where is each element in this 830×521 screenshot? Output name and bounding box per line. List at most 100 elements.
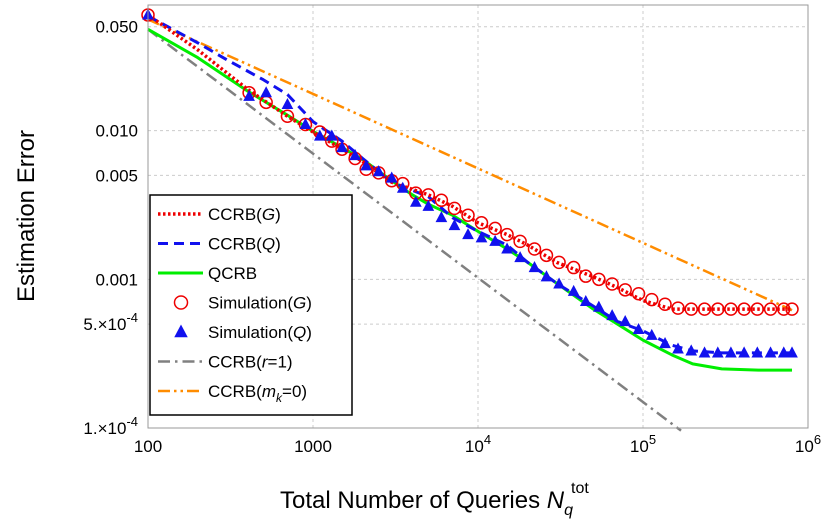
y-tick-label: 1.×10-4 xyxy=(83,414,138,438)
legend-label-main: CCRB( xyxy=(208,235,262,254)
data-point xyxy=(579,269,593,283)
data-point xyxy=(698,346,711,358)
data-point xyxy=(658,297,672,311)
data-point xyxy=(500,227,514,242)
data-point xyxy=(711,346,724,358)
x-tick-base: 10 xyxy=(465,437,484,456)
y-tick-label: 0.010 xyxy=(95,122,138,141)
data-point xyxy=(605,277,619,291)
data-point xyxy=(243,89,255,101)
legend-item: Simulation(Q) xyxy=(174,323,312,342)
data-point xyxy=(260,86,272,98)
y-axis-label: Estimation Error xyxy=(13,130,40,302)
legend-label: CCRB(Q) xyxy=(208,235,281,254)
legend-label-main: Simulation( xyxy=(208,294,293,313)
legend-swatch xyxy=(174,324,188,338)
legend-items: CCRB(G)CCRB(Q)QCRBSimulation(G)Simulatio… xyxy=(158,205,312,405)
x-tick-exp: 6 xyxy=(814,432,821,447)
data-point xyxy=(313,129,326,141)
legend-box xyxy=(149,194,353,416)
x-tick-label: 105 xyxy=(630,432,656,456)
data-point xyxy=(409,195,422,207)
y-tick-label: 0.005 xyxy=(95,166,138,185)
data-point xyxy=(764,346,777,358)
data-point xyxy=(711,302,725,316)
series-simulation-g xyxy=(141,8,799,316)
x-tick-labels: 100 1000 104 105 106 xyxy=(134,432,821,456)
data-point xyxy=(462,228,474,240)
data-point xyxy=(280,109,295,123)
y-tick-label: 5.×10-4 xyxy=(83,310,138,334)
data-point xyxy=(513,234,527,249)
y-tick-base: 0.001 xyxy=(95,270,138,289)
data-point xyxy=(349,149,361,161)
legend-item: Simulation(G) xyxy=(173,294,312,313)
data-point xyxy=(372,165,385,177)
legend-label: Simulation(Q) xyxy=(208,323,312,342)
data-point xyxy=(632,322,645,335)
data-point xyxy=(684,302,698,316)
legend-label-rest: ) xyxy=(306,323,312,342)
y-tick-base: 1.×10 xyxy=(83,419,126,438)
series-ccrb-g xyxy=(146,13,793,311)
series-line xyxy=(147,18,793,312)
legend-label-main: Simulation( xyxy=(208,323,293,342)
legend-label-italic: G xyxy=(262,205,275,224)
y-tick-label: 0.001 xyxy=(95,270,138,289)
data-point xyxy=(488,221,502,236)
data-point xyxy=(738,346,750,358)
x-axis-label-symbol: N xyxy=(547,487,565,514)
plot-frame xyxy=(147,4,809,429)
data-point xyxy=(434,193,449,208)
legend-label-main: QCRB xyxy=(208,264,257,283)
legend-label-italic: m xyxy=(262,382,276,401)
x-axis-label-sub: q xyxy=(564,502,573,519)
data-point xyxy=(631,286,646,301)
data-point xyxy=(566,260,581,275)
data-point xyxy=(528,261,541,273)
data-point xyxy=(751,346,764,358)
legend-item: CCRB(G) xyxy=(158,205,281,224)
legend-label: QCRB xyxy=(208,264,257,283)
data-point xyxy=(725,346,737,358)
legend-label-italic: Q xyxy=(293,323,306,342)
x-tick-exp: 4 xyxy=(484,432,491,447)
data-point xyxy=(786,346,798,358)
data-point xyxy=(579,294,592,306)
data-point xyxy=(750,302,765,316)
data-point xyxy=(336,141,348,153)
legend-item: QCRB xyxy=(158,264,257,283)
data-point xyxy=(671,301,685,315)
legend-item: CCRB(mk=0) xyxy=(158,382,307,405)
legend-label: Simulation(G) xyxy=(208,294,312,313)
y-tick-base: 5.×10 xyxy=(83,315,126,334)
legend-label-italic: r xyxy=(262,353,269,372)
y-tick-label: 0.050 xyxy=(95,18,138,37)
data-point xyxy=(552,255,566,270)
y-tick-base: 0.050 xyxy=(95,18,138,37)
data-point xyxy=(447,201,462,216)
legend-label-rest: =0) xyxy=(282,382,307,401)
legend-label: CCRB(mk=0) xyxy=(208,382,307,405)
legend-label-rest: ) xyxy=(306,294,312,313)
data-point xyxy=(422,199,435,211)
data-point xyxy=(619,315,632,327)
data-point xyxy=(618,283,632,297)
series-layer xyxy=(141,8,799,432)
legend-label-rest: ) xyxy=(275,205,281,224)
data-point xyxy=(697,302,712,316)
data-point xyxy=(645,328,658,340)
data-point xyxy=(281,97,294,110)
legend-label: CCRB(r=1) xyxy=(208,353,293,372)
data-point xyxy=(385,171,398,183)
legend-swatch xyxy=(173,295,189,310)
data-point xyxy=(685,344,698,356)
data-point xyxy=(325,129,338,141)
data-point xyxy=(435,211,448,223)
y-tick-exp: -4 xyxy=(126,414,138,429)
legend-label-main: CCRB( xyxy=(208,382,262,401)
y-tick-base: 0.005 xyxy=(95,166,138,185)
data-point xyxy=(672,342,684,354)
data-point xyxy=(777,302,791,316)
